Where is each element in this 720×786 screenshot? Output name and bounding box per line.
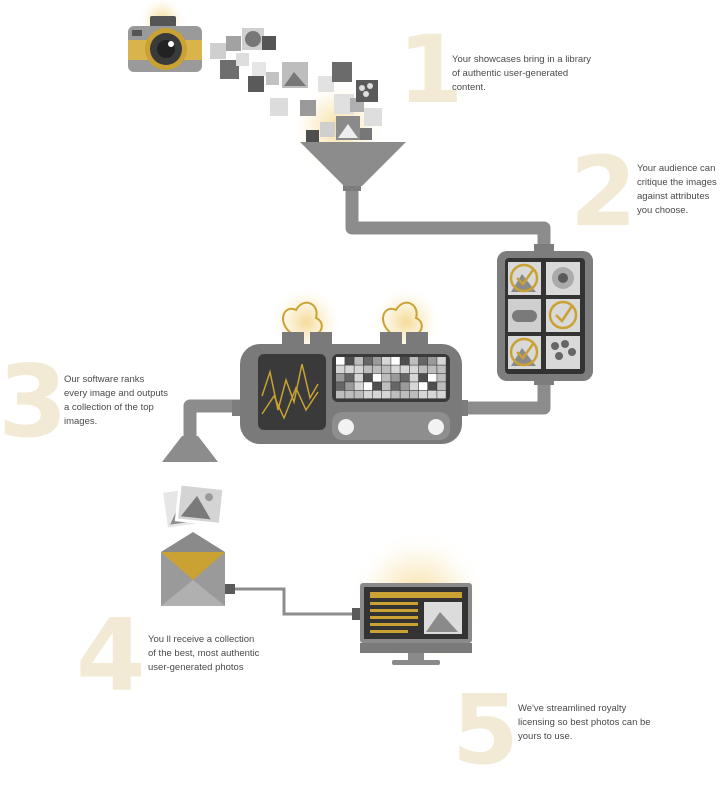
screen-pixel (363, 390, 373, 399)
screen-pixel (336, 373, 345, 382)
screen-pixel (354, 357, 363, 365)
step-3-line-3: a collection of the top (64, 402, 154, 413)
screen-pixel (428, 365, 437, 374)
screen-pixel (345, 357, 354, 365)
screen-pixel (409, 365, 419, 374)
step-4-line-2: of the best, most authentic (148, 648, 260, 659)
step-5-line-2: licensing so best photos can be (518, 717, 651, 728)
screen-pixel (345, 390, 354, 399)
funnel-icon (300, 142, 406, 186)
screen-pixel (336, 365, 345, 374)
step-3-line-1: Our software ranks (64, 374, 145, 385)
step-2-description: Your audience can critique the images ag… (637, 162, 717, 218)
pipe-network (183, 188, 551, 442)
screen-pixel (372, 357, 382, 365)
screen-pixel (400, 390, 409, 399)
screen-pixel (354, 382, 363, 390)
screen-pixel (428, 390, 437, 399)
step-1-line-3: content. (452, 82, 486, 93)
screen-pixel (372, 382, 382, 390)
screen-pixel (336, 382, 345, 390)
screen-pixel (418, 382, 428, 390)
screen-pixel (409, 382, 419, 390)
screen-pixel (354, 365, 363, 374)
screen-pixel (336, 357, 345, 365)
screen-pixel (363, 373, 373, 382)
step-1-number: 1 (398, 16, 464, 125)
step-3-line-4: images. (64, 416, 98, 427)
tablet-icon (497, 251, 593, 381)
cable (225, 584, 362, 620)
step-1-line-1: Your showcases bring in a library (452, 54, 592, 65)
screen-pixel (382, 357, 391, 365)
image-tiles (210, 28, 382, 143)
screen-pixel (400, 365, 409, 374)
step-2-line-3: against attributes (637, 191, 710, 202)
screen-pixel (437, 382, 446, 390)
screen-pixel (437, 373, 446, 382)
step-3-line-2: every image and outputs (64, 388, 169, 399)
screen-pixel (345, 365, 354, 374)
screen-pixel (409, 373, 419, 382)
camera-icon (128, 16, 202, 72)
screen-pixel (418, 390, 428, 399)
screen-pixel (409, 357, 419, 365)
screen-pixel (428, 382, 437, 390)
screen-pixel (382, 390, 391, 399)
step-1-line-2: of authentic user-generated (452, 68, 569, 79)
screen-pixel (345, 373, 354, 382)
screen-pixel (437, 365, 446, 374)
step-2-line-2: critique the images (637, 177, 717, 188)
envelope-icon (161, 532, 225, 606)
screen-pixel (382, 365, 391, 374)
screen-pixel (391, 365, 400, 374)
screen-pixel (363, 365, 373, 374)
step-2-line-1: Your audience can (637, 163, 716, 174)
monitor-icon (360, 583, 472, 665)
step-1-description: Your showcases bring in a library of aut… (452, 53, 591, 95)
screen-pixel (363, 357, 373, 365)
screen-pixel (391, 390, 400, 399)
screen-pixel (372, 365, 382, 374)
screen-pixel (391, 373, 400, 382)
screen-pixel (382, 382, 391, 390)
screen-pixel (345, 382, 354, 390)
screen-pixel (391, 382, 400, 390)
screen-pixel (428, 373, 437, 382)
step-4-line-1: You ll receive a collection (148, 634, 255, 645)
screen-pixel (437, 390, 446, 399)
screen-pixel (428, 357, 437, 365)
screen-pixel (418, 365, 428, 374)
screen-pixel (418, 357, 428, 365)
screen-pixel (354, 373, 363, 382)
screen-pixel (363, 382, 373, 390)
screen-pixel (382, 373, 391, 382)
photo-stack-icon (159, 482, 226, 531)
screen-pixel (372, 390, 382, 399)
step-4-description: You ll receive a collection of the best,… (148, 633, 259, 675)
step-5-line-3: yours to use. (518, 731, 573, 742)
screen-pixel (437, 357, 446, 365)
step-4-line-3: user-generated photos (148, 662, 244, 673)
screen-pixel (400, 373, 409, 382)
step-5-description: We've streamlined royalty licensing so b… (518, 702, 651, 744)
step-3-description: Our software ranks every image and outpu… (64, 373, 168, 429)
screen-pixel (336, 390, 345, 399)
step-5-line-1: We've streamlined royalty (518, 703, 627, 714)
ranking-machine-icon (240, 301, 462, 444)
screen-pixel (418, 373, 428, 382)
screen-pixel (354, 390, 363, 399)
step-4-number: 4 (76, 597, 146, 714)
screen-pixel (400, 357, 409, 365)
step-3-number: 3 (0, 343, 68, 460)
step-2-line-4: you choose. (637, 205, 689, 216)
screen-pixel (372, 373, 382, 382)
screen-pixel (400, 382, 409, 390)
step-5-number: 5 (452, 674, 519, 786)
step-2-number: 2 (570, 136, 637, 248)
screen-pixel (409, 390, 419, 399)
screen-pixel (391, 357, 400, 365)
